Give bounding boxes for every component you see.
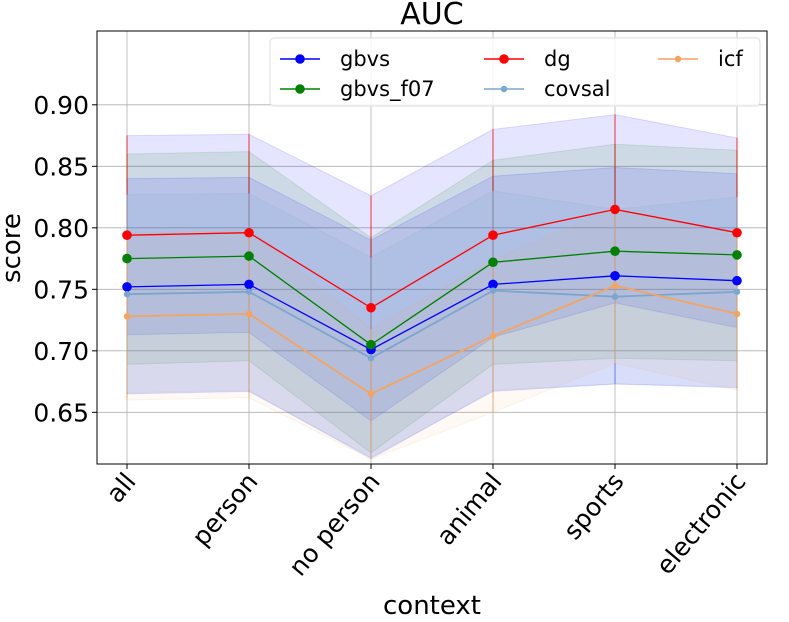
line-dg bbox=[126, 208, 738, 309]
point-dg-0 bbox=[122, 230, 132, 240]
point-dg-1 bbox=[244, 227, 254, 238]
y-axis-ticks: 0.65 0.70 0.75 0.80 0.85 0.90 bbox=[33, 91, 97, 427]
point-gbvs_f07-3 bbox=[488, 257, 498, 268]
y-tick-label-3: 0.80 bbox=[33, 214, 89, 243]
y-tick-label-0: 0.65 bbox=[33, 398, 89, 427]
legend-label-dg: dg bbox=[544, 47, 571, 71]
point-covsal-4 bbox=[611, 293, 619, 300]
point-icf-1 bbox=[245, 310, 253, 318]
y-axis-label: score bbox=[0, 213, 27, 283]
legend-label-gbvs: gbvs bbox=[340, 47, 390, 71]
legend-marker-covsal bbox=[500, 85, 508, 93]
legend-marker-gbvs_f07 bbox=[295, 84, 305, 94]
x-tick-label-2: no person bbox=[283, 467, 385, 581]
point-gbvs_f07-1 bbox=[244, 251, 254, 261]
y-tick-label-5: 0.90 bbox=[33, 91, 89, 120]
line-gbvs_f07 bbox=[126, 250, 738, 346]
x-tick-label-1: person bbox=[186, 467, 263, 551]
point-covsal-5 bbox=[733, 288, 741, 295]
point-dg-2 bbox=[366, 302, 376, 313]
point-icf-4 bbox=[611, 282, 619, 289]
point-dg-5 bbox=[732, 227, 742, 238]
point-icf-2 bbox=[367, 390, 375, 398]
line-gbvs bbox=[126, 275, 738, 351]
point-dg-3 bbox=[488, 230, 498, 240]
point-gbvs_f07-0 bbox=[122, 253, 132, 264]
legend-label-covsal: covsal bbox=[544, 77, 610, 101]
point-covsal-3 bbox=[489, 287, 497, 294]
x-tick-label-0: all bbox=[101, 467, 142, 508]
x-tick-label-4: sports bbox=[558, 467, 630, 545]
legend: gbvs gbvs_f07 dg covsal icf bbox=[269, 37, 761, 107]
point-gbvs_f07-2 bbox=[366, 339, 376, 350]
point-gbvs_f07-4 bbox=[610, 246, 620, 256]
legend-box bbox=[269, 37, 761, 107]
legend-label-gbvs_f07: gbvs_f07 bbox=[340, 77, 435, 102]
point-gbvs-5 bbox=[732, 275, 742, 286]
point-gbvs_f07-5 bbox=[732, 250, 742, 260]
legend-marker-icf bbox=[674, 55, 682, 63]
chart-title: AUC bbox=[400, 0, 463, 32]
point-gbvs-4 bbox=[610, 270, 620, 281]
point-icf-0 bbox=[123, 313, 131, 320]
point-icf-5 bbox=[733, 310, 741, 318]
x-axis-ticks: all person no person animal sports electronic bbox=[101, 464, 752, 581]
point-covsal-1 bbox=[245, 288, 253, 295]
series-points bbox=[122, 204, 742, 398]
point-covsal-2 bbox=[367, 355, 375, 362]
point-icf-3 bbox=[489, 332, 497, 340]
confidence-bands bbox=[126, 114, 738, 460]
point-dg-4 bbox=[610, 204, 620, 215]
point-covsal-0 bbox=[123, 291, 131, 298]
x-axis-label: context bbox=[383, 591, 481, 621]
y-tick-label-2: 0.75 bbox=[33, 275, 89, 304]
series-lines bbox=[126, 208, 738, 395]
plot-frame bbox=[96, 30, 768, 465]
y-tick-label-1: 0.70 bbox=[33, 337, 89, 366]
legend-label-icf: icf bbox=[718, 47, 743, 71]
line-covsal bbox=[126, 289, 738, 360]
point-gbvs-3 bbox=[488, 279, 498, 290]
x-tick-label-3: animal bbox=[431, 467, 508, 551]
point-gbvs-0 bbox=[122, 282, 132, 292]
legend-marker-gbvs bbox=[295, 54, 305, 64]
point-gbvs-1 bbox=[244, 279, 254, 290]
x-tick-label-5: electronic bbox=[650, 467, 751, 580]
y-tick-label-4: 0.85 bbox=[33, 152, 89, 181]
legend-marker-dg bbox=[499, 54, 509, 64]
line-icf bbox=[126, 284, 738, 395]
